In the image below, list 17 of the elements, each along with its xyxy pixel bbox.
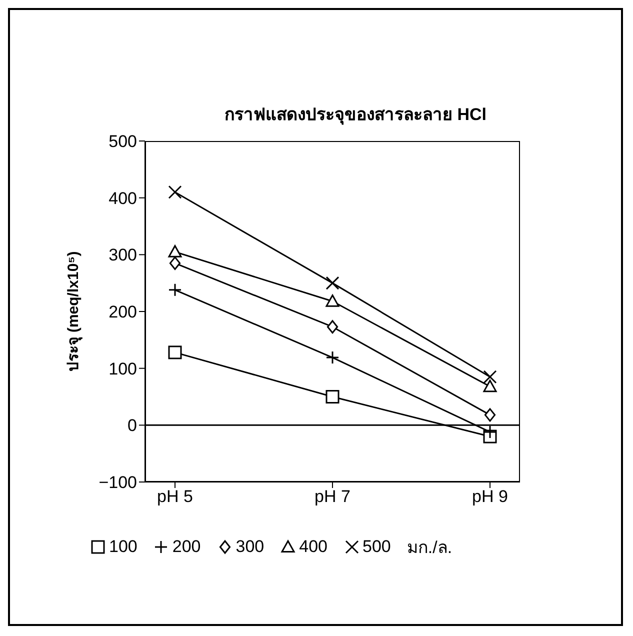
x-tick-label: pH 5 xyxy=(157,487,193,506)
y-tick-label: 300 xyxy=(108,246,137,265)
legend-label: 300 xyxy=(236,536,264,556)
y-tick-label: 400 xyxy=(108,188,137,208)
x-tick-label: pH 7 xyxy=(314,487,350,506)
legend-label: 500 xyxy=(362,536,391,556)
legend-title: มก./ล. xyxy=(406,537,452,559)
y-tick-label: 500 xyxy=(108,132,137,152)
x-tick-label: pH 9 xyxy=(472,487,508,506)
legend-label: 400 xyxy=(299,536,328,556)
y-tick-label: 200 xyxy=(108,302,137,322)
chart-title: กราฟแสดงประจุของสารละลาย HCl xyxy=(224,104,488,127)
y-tick-label: −100 xyxy=(98,473,137,492)
y-tick-label: 100 xyxy=(108,359,137,378)
y-axis-title: ประจุ (meq/lx10⁵) xyxy=(64,251,83,372)
y-tick-label: 0 xyxy=(128,416,137,436)
legend-label: 200 xyxy=(172,536,201,556)
